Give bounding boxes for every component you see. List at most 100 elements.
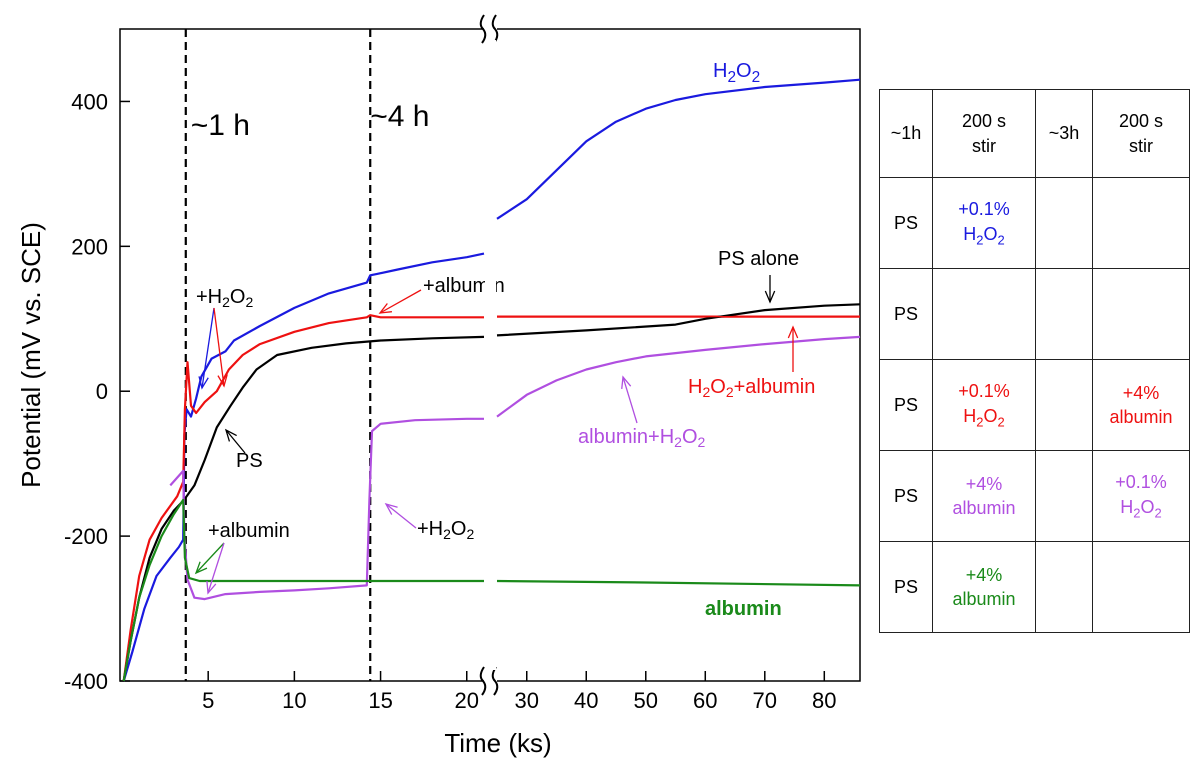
axis-break-mark xyxy=(479,666,487,696)
annotation-text-part: O xyxy=(230,286,246,308)
x-tick-label: 50 xyxy=(634,688,658,713)
annotation-arrowhead xyxy=(764,290,776,304)
annotation-arrowhead xyxy=(384,502,398,515)
time-markers: ~1 h ~4 h xyxy=(184,29,429,681)
y-axis: -400 -200 0 200 400 xyxy=(64,89,130,694)
table-cell: +4% albumin xyxy=(1092,359,1190,451)
table-header-cell: ~3h xyxy=(1035,89,1093,178)
annotation-label: H2O2+albumin xyxy=(688,376,815,400)
table-cell xyxy=(1092,268,1190,360)
y-tick-label: -200 xyxy=(64,524,108,549)
table-cell: PS xyxy=(879,359,933,451)
annotation-text-part: +H xyxy=(417,518,443,540)
cell-line: +0.1% xyxy=(958,381,1010,402)
annotation-text-part: 2 xyxy=(222,294,230,310)
y-tick-label: 400 xyxy=(71,89,108,114)
y-axis-title: Potential (mV vs. SCE) xyxy=(16,222,46,488)
annotation-text-part: albumin+H xyxy=(578,426,674,448)
annotation-label: +H2O2 xyxy=(196,286,253,310)
table-row: PS +0.1% H2O2 xyxy=(879,177,1190,269)
annotation-text-part: 2 xyxy=(698,434,706,450)
table-header-cell: 200 s stir xyxy=(1092,89,1190,178)
table-cell: PS xyxy=(879,541,933,633)
annotation-arrowhead xyxy=(787,325,799,339)
annotation-text-part: PS xyxy=(236,450,263,472)
potential-time-chart: -400 -200 0 200 400 5 10 15 20 30 40 50 60 70 80 ~1 h… xyxy=(16,14,861,758)
table-cell: +0.1% H2O2 xyxy=(932,177,1036,269)
series-line xyxy=(496,303,861,337)
cell-line: stir xyxy=(972,135,996,156)
table-cell: +4% albumin xyxy=(932,450,1036,542)
cell-line: +4% xyxy=(1122,382,1160,403)
annotation-arrow xyxy=(201,307,215,389)
table-cell xyxy=(1035,177,1093,269)
table-cell xyxy=(1092,177,1190,269)
x-tick-label: 70 xyxy=(753,688,777,713)
annotation-arrow xyxy=(213,307,225,387)
table-cell: +4% albumin xyxy=(932,541,1036,633)
cell-line: 200 s xyxy=(1118,111,1164,132)
table-header-cell: 200 s stir xyxy=(932,89,1036,178)
annotation-text-part: 2 xyxy=(443,526,451,542)
x-tick-label: 60 xyxy=(693,688,717,713)
annotation-text-part: +albumin xyxy=(734,376,816,398)
annotation-label: +albumin xyxy=(423,275,505,297)
annotation-arrow xyxy=(379,289,422,314)
x-tick-label: 10 xyxy=(282,688,306,713)
annotation-text-part: +H xyxy=(196,286,222,308)
cell-line: stir xyxy=(1129,135,1153,156)
annotation-text-part: H xyxy=(688,376,702,398)
x-tick-label: 40 xyxy=(574,688,598,713)
annotation-text-part: 2 xyxy=(752,69,761,86)
annotation-arrows xyxy=(194,275,799,595)
annotation-text-part: 2 xyxy=(702,384,710,400)
annotation-text-part: 2 xyxy=(674,434,682,450)
annotation-text-part: PS alone xyxy=(718,248,799,270)
annotation-label: +H2O2 xyxy=(417,518,474,542)
table-cell xyxy=(1035,268,1093,360)
cell-line: +4% xyxy=(965,473,1003,494)
annotation-arrow xyxy=(622,376,638,424)
annotation-arrow xyxy=(207,542,225,594)
axis-break-mark xyxy=(491,14,499,44)
y-tick-label: 200 xyxy=(71,234,108,259)
annotation-arrowhead xyxy=(378,303,392,314)
cell-line: +4% xyxy=(965,564,1003,585)
annotation-label: +albumin xyxy=(208,520,290,542)
x-tick-label: 30 xyxy=(515,688,539,713)
y-tick-label: -400 xyxy=(64,669,108,694)
x-tick-label: 5 xyxy=(202,688,214,713)
annotation-arrowhead xyxy=(217,374,228,388)
y-tick-label: 0 xyxy=(96,379,108,404)
series-line xyxy=(169,417,484,601)
x-tick-label: 80 xyxy=(812,688,836,713)
series-line xyxy=(496,78,861,220)
annotation-arrowhead xyxy=(198,376,209,390)
annotation-arrowhead xyxy=(206,580,217,595)
table-cell: PS xyxy=(879,450,933,542)
annotation-text-part: 2 xyxy=(727,69,736,86)
annotation-text-part: O xyxy=(451,518,467,540)
annotation-text-part: +albumin xyxy=(208,520,290,542)
table-cell xyxy=(932,268,1036,360)
table-header-cell: ~1h xyxy=(879,89,933,178)
table-row: PS +4% albumin xyxy=(879,541,1190,633)
table-cell xyxy=(1035,359,1093,451)
table-cell xyxy=(1035,541,1093,633)
annotation-text-part: +albumin xyxy=(423,275,505,297)
x-tick-label: 15 xyxy=(368,688,392,713)
annotation-text-part: H xyxy=(713,60,727,82)
annotation-arrowhead xyxy=(194,561,208,575)
annotation-text-part: 2 xyxy=(726,384,734,400)
annotation-arrow xyxy=(225,429,246,454)
table-cell: +0.1% H2O2 xyxy=(932,359,1036,451)
annotation-label: PS alone xyxy=(718,248,799,270)
x-axis-title: Time (ks) xyxy=(444,728,551,758)
axis-break-mark xyxy=(479,14,487,44)
table-cell xyxy=(1035,450,1093,542)
annotation-text-part: 2 xyxy=(466,526,474,542)
marker-label: ~1 h xyxy=(191,109,250,142)
annotation-label: PS xyxy=(236,450,263,472)
cell-line: +0.1% xyxy=(1115,472,1167,493)
